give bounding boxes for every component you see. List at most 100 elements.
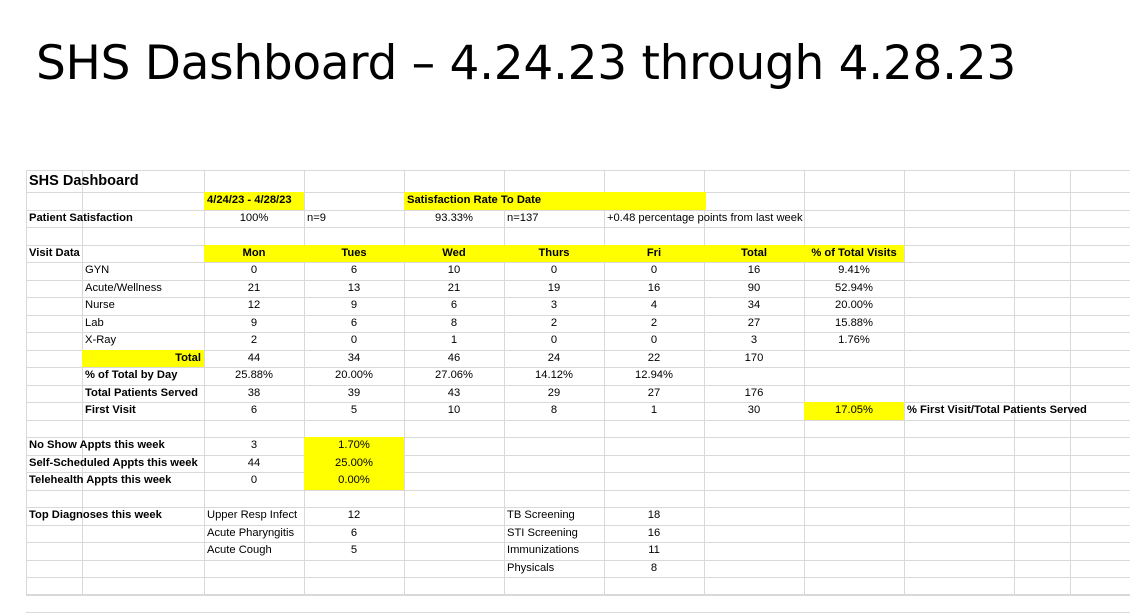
gridline-horizontal [26,262,1130,263]
visit-cell: 21 [247,281,261,294]
visit-cell: 15.88% [835,316,873,329]
gridline-horizontal [26,577,1130,578]
visit-cell: 9 [250,316,258,329]
gridline-vertical [904,170,905,594]
gridline-horizontal [26,209,1130,211]
diagnosis-count: 11 [648,544,660,556]
date-range: 4/24/23 - 4/28/23 [204,192,304,210]
gridline-horizontal [26,594,1130,596]
first-visit-cell: 5 [350,404,358,416]
visit-cell: 6 [350,264,358,276]
patients-served-cell: 39 [347,386,361,399]
total-cell: 170 [744,351,764,364]
patients-served-cell: 38 [247,386,261,399]
gridline-horizontal [26,170,1130,171]
top-diagnoses-label: Top Diagnoses this week [29,509,162,521]
gridline-horizontal [26,297,1130,298]
diagnosis-name: STI Screening [507,526,578,539]
visit-cell: 6 [350,316,358,329]
visit-cell: 10 [447,264,461,276]
first-visit-cell: 8 [550,404,558,416]
visit-cell: 0 [650,264,658,276]
visit-cell: 21 [447,281,461,294]
gridline-vertical [1014,170,1015,594]
gridline-vertical [26,170,27,594]
visit-data-label: Visit Data [29,246,80,259]
to-date-satisfaction-n: n=137 [507,211,539,224]
total-cell: 44 [247,351,261,364]
spreadsheet: SHS Dashboard 4/24/23 - 4/28/23 Satisfac… [26,170,1130,613]
visit-row-label: Acute/Wellness [85,281,162,294]
satisfaction-to-date-label: Satisfaction Rate To Date [404,192,706,210]
gridline-vertical [504,170,505,594]
visit-header-4: Fri [604,244,704,262]
visit-cell: 0 [650,334,658,346]
patient-satisfaction-label: Patient Satisfaction [29,211,133,224]
pct-by-day-cell: 20.00% [335,369,373,381]
diagnosis-name: Acute Pharyngitis [207,526,295,539]
visit-cell: 52.94% [835,281,873,294]
visit-cell: 9 [350,299,358,311]
visit-cell: 2 [650,316,658,329]
total-label: Total [82,349,204,367]
pct-by-day-cell: 25.88% [235,369,273,381]
visit-cell: 8 [450,316,458,329]
diagnosis-count: 5 [350,544,358,556]
first-visit-cell: 1 [650,404,658,416]
first-visit-pct: 17.05% [804,402,904,420]
gridline-horizontal [26,454,1130,456]
slide-title: SHS Dashboard – 4.24.23 through 4.28.23 [36,36,1016,91]
patients-served-cell: 176 [744,386,764,399]
visit-cell: 0 [350,334,358,346]
gridline-horizontal [26,524,1130,526]
visit-cell: 4 [650,299,658,311]
total-cell: 34 [347,351,361,364]
visit-cell: 13 [347,281,361,294]
gridline-horizontal [26,419,1130,421]
first-visit-cell: 6 [250,404,258,416]
gridline-vertical [1070,170,1071,594]
gridline-horizontal [26,279,1130,281]
visit-cell: 20.00% [835,299,873,311]
appt-pct: 1.70% [304,437,404,455]
patients-served-cell: 43 [447,386,461,399]
visit-cell: 0 [550,334,558,346]
visit-cell: 19 [547,281,561,294]
satisfaction-change-note: +0.48 percentage points from last week [607,211,803,224]
diagnosis-count: 12 [347,509,361,521]
gridline-horizontal [26,367,1130,368]
total-cell: 46 [447,351,461,364]
first-visit-cell: 30 [747,404,761,416]
visit-cell: 2 [550,316,558,329]
diagnosis-name: Upper Resp Infect [207,509,298,521]
sheet-title: SHS Dashboard [29,173,139,189]
gridline-horizontal [26,384,1130,386]
visit-header-0: Mon [204,244,304,262]
first-visit-pct-label: % First Visit/Total Patients Served [907,404,1087,416]
diagnosis-name: Immunizations [507,544,580,556]
first-visit-label: First Visit [85,404,136,416]
visit-header-3: Thurs [504,244,604,262]
gridline-vertical [704,170,705,594]
visit-cell: 0 [550,264,558,276]
pct-by-day-cell: 12.94% [635,369,673,381]
gridline-vertical [82,170,83,594]
week-satisfaction-rate: 100% [239,211,269,224]
gridline-horizontal [26,437,1130,438]
gridline-horizontal [26,472,1130,473]
pct-by-day-label: % of Total by Day [85,369,178,381]
visit-cell: 12 [247,299,261,311]
diagnosis-count: 8 [650,561,658,574]
appt-pct: 25.00% [304,454,404,472]
visit-row-label: Nurse [85,299,115,311]
visit-cell: 0 [250,264,258,276]
gridline-horizontal [26,314,1130,316]
visit-cell: 9.41% [838,264,870,276]
first-visit-cell: 10 [447,404,461,416]
visit-cell: 34 [747,299,761,311]
gridline-vertical [404,170,405,594]
diagnosis-count: 18 [647,509,661,521]
gridline-vertical [804,170,805,594]
visit-header-2: Wed [404,244,504,262]
pct-by-day-cell: 14.12% [535,369,573,381]
